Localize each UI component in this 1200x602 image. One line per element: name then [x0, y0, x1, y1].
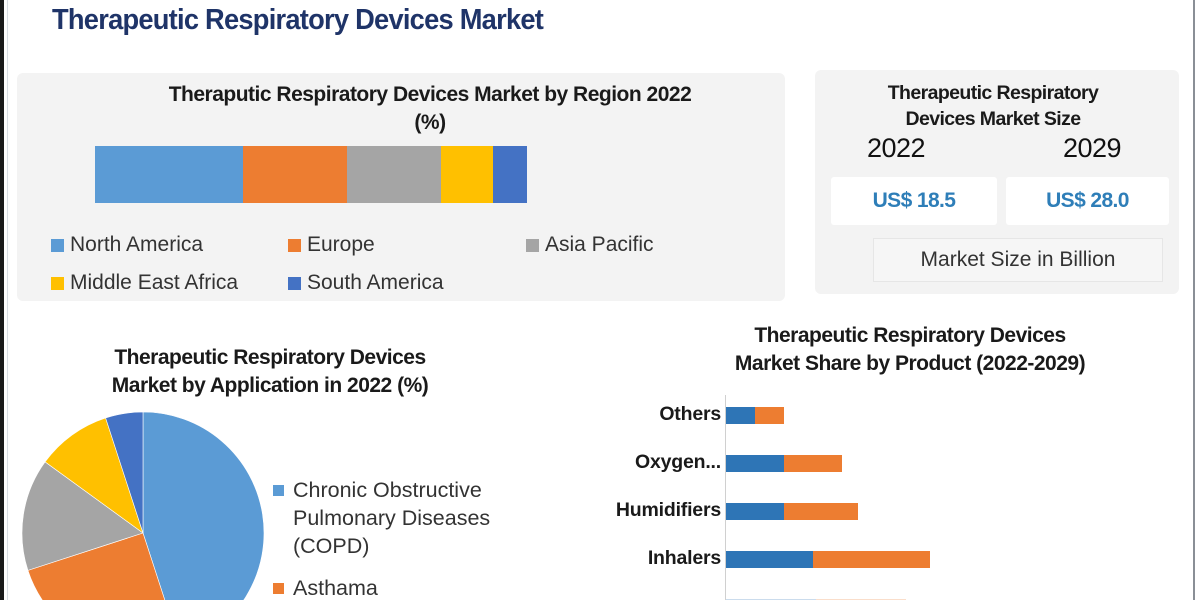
region-chart-title-line1: Theraputic Respiratory Devices Market by… — [168, 83, 692, 106]
region-chart-title: Theraputic Respiratory Devices Market by… — [90, 81, 770, 137]
pie-slice-segment-4 — [44, 417, 144, 534]
region-legend-item-south-america: South America — [288, 271, 444, 295]
region-bar-segment-europe — [243, 146, 348, 203]
product-chart-axis — [725, 395, 726, 600]
product-bar-humidifiers-series-2 — [784, 503, 858, 520]
region-legend-item-middle-east-africa: Middle East Africa — [51, 271, 238, 295]
market-size-title-line1: Therapeutic Respiratory — [887, 82, 1099, 104]
market-size-2022-value: US$ 18.5 — [831, 177, 997, 225]
application-pie-chart — [21, 411, 265, 600]
product-bar-oxygen-series-1 — [726, 455, 784, 472]
product-bar-others-series-2 — [755, 407, 784, 424]
region-bar-segment-middle-east-africa — [441, 146, 494, 203]
product-bar-inhalers-series-1 — [726, 551, 813, 568]
page-title: Therapeutic Respiratory Devices Market — [52, 4, 544, 36]
application-legend-item-asthama: Asthama — [273, 574, 523, 602]
left-frame-inner-line — [7, 0, 8, 600]
legend-swatch — [51, 276, 64, 290]
region-bar-segment-south-america — [493, 146, 527, 203]
pie-slice-chronic-obstructive-pulmonary-diseases — [142, 411, 265, 600]
application-legend-item-chronic-obstructive-pulmonary-diseases: Chronic Obstructive Pulmonary Diseases (… — [273, 476, 523, 560]
region-bar-segment-asia-pacific — [347, 146, 442, 203]
legend-label: Middle East Africa — [70, 271, 239, 294]
legend-label: South America — [307, 271, 444, 294]
region-legend-item-north-america: North America — [51, 233, 203, 257]
market-size-2029-value: US$ 28.0 — [1006, 177, 1169, 225]
left-frame-border — [0, 0, 4, 600]
right-frame-border — [1193, 0, 1195, 600]
region-chart-title-line2: (%) — [414, 111, 446, 134]
product-chart-title-line1: Therapeutic Respiratory Devices — [754, 324, 1066, 347]
market-size-title-line2: Devices Market Size — [905, 108, 1081, 130]
application-chart-title: Therapeutic Respiratory Devices Market b… — [60, 344, 480, 400]
region-legend-item-asia-pacific: Asia Pacific — [526, 233, 654, 257]
legend-label: Europe — [307, 233, 375, 256]
legend-swatch — [273, 583, 284, 594]
year-2022-label: 2022 — [867, 133, 926, 163]
product-bar-humidifiers-series-1 — [726, 503, 784, 520]
pie-slice-segment-3 — [21, 461, 144, 571]
legend-swatch — [288, 238, 301, 252]
legend-label: Asia Pacific — [545, 233, 654, 256]
legend-swatch — [273, 485, 284, 496]
year-2029-label: 2029 — [1063, 133, 1122, 163]
category-label-oxygen: Oxygen... — [635, 451, 721, 473]
legend-swatch — [51, 238, 64, 252]
region-bar-segment-north-america — [95, 146, 244, 203]
product-chart-title: Therapeutic Respiratory Devices Market S… — [640, 322, 1180, 378]
product-bar-others-series-1 — [726, 407, 755, 424]
legend-label: Asthama — [293, 576, 378, 600]
region-stacked-bar — [95, 146, 527, 203]
market-size-title: Therapeutic Respiratory Devices Market S… — [815, 80, 1171, 132]
legend-swatch — [288, 276, 301, 290]
pie-slice-asthama — [27, 532, 166, 600]
legend-swatch — [526, 238, 539, 252]
region-legend-item-europe: Europe — [288, 233, 375, 257]
market-size-unit-label: Market Size in Billion — [873, 238, 1163, 282]
application-chart-title-line1: Therapeutic Respiratory Devices — [114, 346, 426, 369]
product-bar-inhalers-series-2 — [813, 551, 931, 568]
category-label-inhalers: Inhalers — [647, 547, 721, 569]
category-label-others: Others — [659, 403, 721, 425]
product-bar-chart: Others Oxygen... Humidifiers Inhalers — [560, 395, 1180, 600]
product-chart-title-line2: Market Share by Product (2022-2029) — [734, 352, 1086, 375]
application-chart-title-line2: Market by Application in 2022 (%) — [111, 374, 429, 397]
category-label-humidifiers: Humidifiers — [615, 499, 721, 521]
legend-label: Chronic Obstructive Pulmonary Diseases (… — [293, 478, 491, 558]
pie-slice-segment-5 — [105, 411, 144, 534]
legend-label: North America — [70, 233, 204, 256]
product-bar-oxygen-series-2 — [784, 455, 842, 472]
